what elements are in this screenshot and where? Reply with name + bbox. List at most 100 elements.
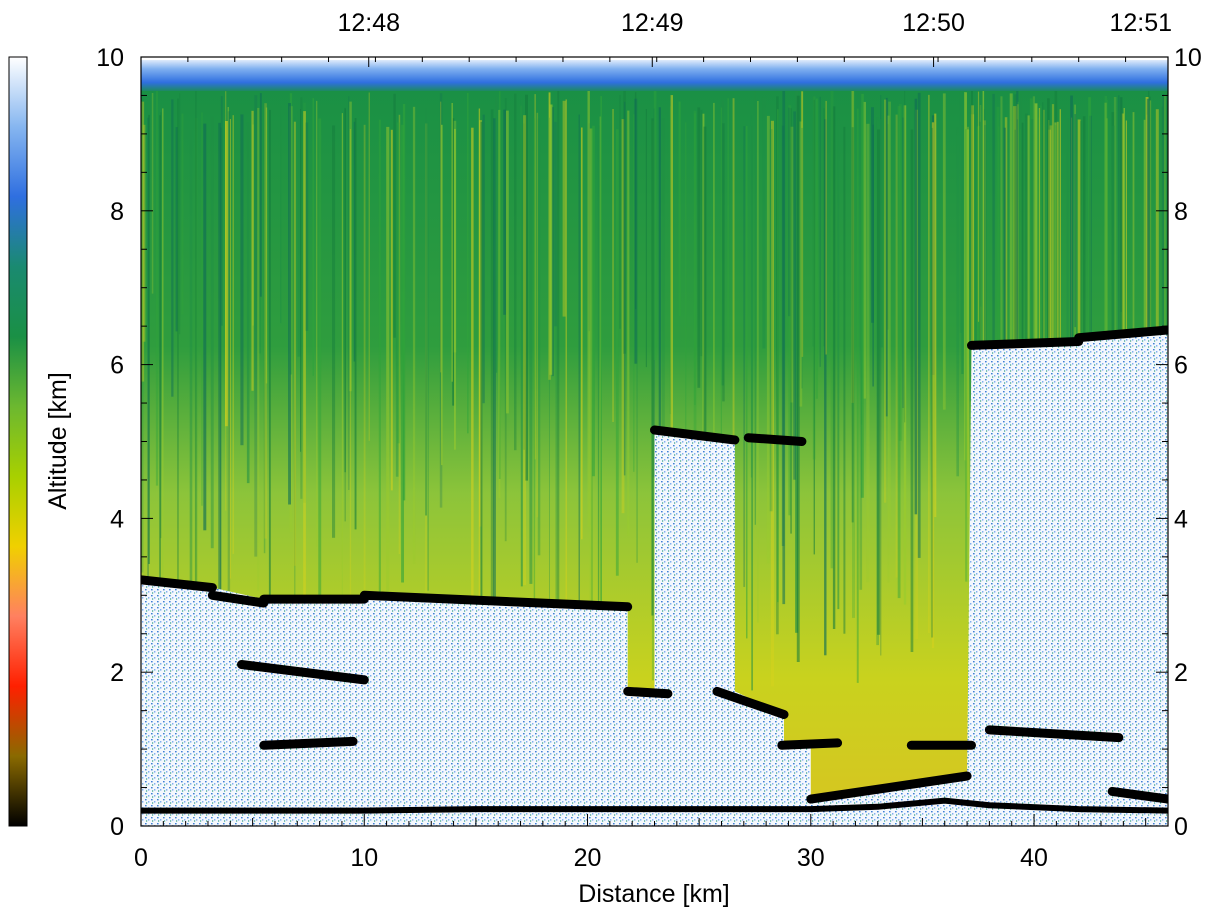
- signal-streak: [427, 122, 429, 591]
- signal-streak: [1088, 97, 1091, 418]
- signal-streak: [305, 122, 309, 331]
- signal-streak: [790, 126, 794, 403]
- signal-streak: [1017, 101, 1019, 415]
- colorbar-label: Altitude [km]: [44, 372, 72, 510]
- signal-streak: [996, 106, 1000, 404]
- cloud-top-layer: [806, 771, 972, 804]
- signal-streak: [1054, 122, 1057, 414]
- signal-streak: [796, 95, 800, 662]
- colorbar: Altitude [km]: [8, 56, 72, 827]
- signal-streak: [386, 126, 390, 599]
- signal-streak: [979, 105, 982, 574]
- signal-streak: [793, 111, 796, 480]
- signal-streak: [721, 100, 724, 386]
- signal-streak: [1029, 98, 1033, 513]
- signal-streak: [177, 98, 179, 662]
- cloud-top-layer: [141, 575, 217, 593]
- signal-streak: [693, 110, 697, 457]
- signal-streak: [852, 91, 855, 618]
- signal-streak: [1032, 96, 1035, 523]
- signal-streak: [259, 93, 262, 297]
- signal-streak: [506, 110, 509, 414]
- x-axis-bottom: 0 10 20 30 40: [134, 814, 1169, 872]
- signal-streak: [621, 119, 625, 514]
- top-time-label: 12:48: [337, 9, 400, 37]
- signal-streak: [504, 98, 507, 542]
- signal-streak: [1149, 96, 1151, 480]
- signal-streak: [977, 91, 980, 322]
- signal-streak: [751, 126, 753, 691]
- signal-streak: [685, 122, 687, 667]
- signal-streak: [534, 94, 536, 460]
- signal-streak: [634, 98, 638, 364]
- signal-streak: [147, 117, 149, 686]
- signal-streak: [537, 118, 541, 556]
- signal-streak: [203, 123, 207, 531]
- signal-streak: [520, 99, 523, 587]
- signal-streak: [615, 129, 619, 576]
- signal-streak: [523, 115, 527, 585]
- signal-streak: [495, 96, 498, 373]
- signal-streak: [1104, 102, 1107, 531]
- y-tick-label: 6: [110, 352, 124, 380]
- signal-streak: [902, 117, 905, 408]
- signal-streak: [555, 94, 558, 614]
- cloud-top-layer: [1107, 786, 1168, 804]
- signal-streak: [263, 104, 266, 554]
- signal-streak: [837, 118, 840, 610]
- signal-streak: [1120, 97, 1122, 312]
- y-tick-label: 0: [110, 813, 124, 841]
- signal-streak: [879, 118, 883, 348]
- signal-streak: [254, 95, 258, 557]
- signal-streak: [529, 100, 533, 584]
- signal-streak: [396, 122, 400, 444]
- signal-streak: [441, 124, 443, 466]
- signal-streak: [757, 101, 759, 623]
- signal-streak: [141, 101, 145, 382]
- signal-streak: [587, 90, 590, 527]
- y-tick-label: 0: [1174, 813, 1188, 841]
- signal-streak: [592, 125, 595, 477]
- signal-streak: [694, 113, 696, 406]
- signal-streak: [887, 115, 890, 583]
- cloud-top-layer: [777, 738, 843, 750]
- signal-streak: [903, 105, 907, 605]
- signal-streak: [1039, 105, 1042, 438]
- signal-streak: [910, 129, 914, 652]
- signal-streak: [961, 125, 964, 374]
- signal-streak: [597, 125, 600, 636]
- signal-streak: [1016, 90, 1019, 421]
- signal-streak: [812, 96, 816, 460]
- signal-streak: [863, 101, 866, 399]
- signal-streak: [557, 90, 560, 627]
- signal-streak: [703, 126, 707, 676]
- signal-streak: [1080, 121, 1082, 540]
- signal-streak: [1047, 98, 1050, 441]
- signal-streak: [480, 121, 483, 656]
- signal-streak: [549, 117, 550, 659]
- signal-streak: [976, 126, 979, 500]
- signal-streak: [788, 107, 791, 317]
- cloud-top-layer: [650, 425, 740, 445]
- signal-streak: [600, 96, 602, 608]
- signal-streak: [478, 108, 481, 654]
- signal-streak: [762, 97, 766, 349]
- signal-streak: [1104, 95, 1108, 443]
- signal-streak: [246, 122, 250, 484]
- signal-streak: [884, 99, 887, 503]
- signal-streak: [843, 126, 846, 634]
- signal-streak: [258, 120, 261, 354]
- signal-streak: [1066, 118, 1069, 513]
- signal-streak: [523, 123, 525, 450]
- signal-streak: [578, 114, 580, 679]
- signal-streak: [590, 128, 593, 699]
- signal-streak: [1123, 108, 1125, 337]
- signal-streak: [898, 104, 902, 441]
- signal-streak: [368, 92, 370, 441]
- signal-streak: [1016, 119, 1019, 515]
- signal-streak: [297, 110, 301, 357]
- signal-streak: [669, 106, 672, 414]
- signal-streak: [702, 113, 705, 469]
- signal-streak: [623, 90, 626, 354]
- signal-streak: [1113, 97, 1117, 342]
